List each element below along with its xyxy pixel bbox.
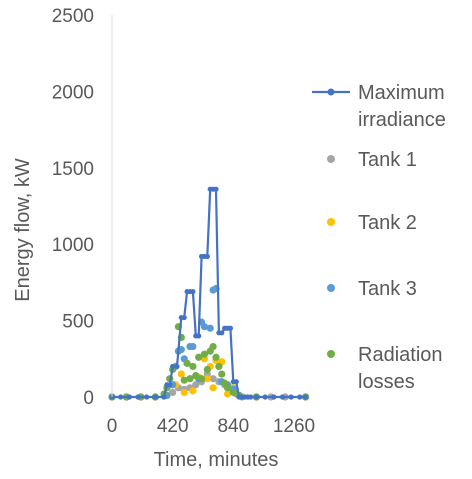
data-point [297, 394, 303, 400]
legend-marker [327, 88, 335, 96]
legend-label-line: irradiance [358, 109, 446, 131]
data-point [190, 288, 196, 295]
data-point [192, 381, 200, 389]
data-point [197, 375, 206, 383]
data-point [189, 342, 197, 351]
data-point [209, 342, 217, 351]
data-point [227, 325, 234, 331]
data-point [213, 186, 219, 192]
data-point [206, 324, 214, 332]
data-point [183, 359, 191, 367]
data-point [288, 394, 294, 400]
legend-label: Tank 1 [358, 149, 417, 171]
data-point [223, 384, 232, 392]
data-point [169, 388, 177, 397]
data-point [186, 375, 194, 383]
data-point [200, 323, 209, 331]
x-tick-label: 420 [157, 416, 189, 437]
series-maximum-irradiance [109, 186, 309, 400]
data-point [229, 388, 237, 397]
legend-label: Radiation losses [358, 344, 443, 393]
y-tick-label: 1500 [52, 159, 94, 180]
data-point [170, 363, 176, 370]
y-tick-label: 1000 [52, 235, 94, 256]
data-point [144, 394, 150, 400]
data-point [219, 330, 225, 336]
x-tick-label: 0 [107, 416, 118, 437]
legend-item: Maximum irradiance [312, 82, 446, 131]
y-tick-label: 2500 [52, 6, 94, 27]
x-axis-label: Time, minutes [154, 449, 279, 471]
data-point [196, 333, 202, 339]
y-axis-label: Energy flow, kW [12, 158, 34, 302]
legend-marker [327, 155, 335, 163]
legend-label: Tank 2 [358, 212, 417, 234]
series-tank-3 [108, 284, 310, 401]
x-tick-label: 840 [217, 416, 249, 437]
data-point [271, 394, 277, 400]
y-tick-label: 500 [62, 312, 94, 333]
data-point [204, 253, 210, 260]
plot-area [108, 186, 310, 401]
data-point [189, 362, 197, 371]
legend-label-line: Maximum [358, 82, 445, 104]
data-point [262, 394, 268, 400]
data-point [195, 353, 203, 361]
legend-item: Tank 3 [327, 278, 417, 300]
data-point [167, 382, 173, 388]
data-point [212, 353, 220, 361]
data-point [181, 314, 187, 321]
legend-marker [327, 284, 335, 292]
data-point [152, 394, 158, 400]
data-point [209, 384, 217, 392]
legend-item: Tank 2 [327, 212, 417, 234]
data-point [233, 379, 239, 385]
data-point [203, 365, 211, 374]
legend-label-line: losses [358, 371, 415, 393]
legend-item: Tank 1 [327, 149, 417, 171]
data-point [180, 388, 188, 397]
legend-marker [327, 218, 335, 226]
data-point [253, 394, 260, 400]
data-point [200, 350, 209, 358]
data-point [248, 394, 254, 400]
data-point [302, 394, 309, 400]
data-point [126, 394, 132, 400]
y-tick-label: 0 [83, 388, 94, 409]
data-point [118, 394, 124, 400]
data-point [192, 372, 200, 380]
data-point [203, 375, 211, 383]
data-point [215, 362, 223, 371]
data-point [209, 375, 217, 383]
x-axis: 0 420 840 1260 [107, 416, 315, 437]
legend-item: Radiation losses [327, 344, 443, 393]
series-radiation-losses [108, 323, 310, 401]
data-point [161, 394, 167, 400]
data-point [223, 390, 232, 398]
legend-label-line: Radiation [358, 344, 443, 366]
data-point [135, 394, 141, 400]
legend-marker [327, 350, 335, 358]
data-point [189, 387, 197, 395]
legend-label: Tank 3 [358, 278, 417, 300]
legend-label: Maximum irradiance [358, 82, 446, 131]
data-point [218, 370, 226, 378]
y-axis: 0 500 1000 1500 2000 2500 [52, 6, 113, 409]
y-tick-label: 2000 [52, 82, 94, 103]
data-point [174, 363, 180, 370]
data-point [180, 376, 188, 384]
data-point [177, 370, 185, 378]
series-tank-2 [108, 355, 310, 401]
legend: Maximum irradiance Tank 1 Tank 2 Tank 3 Radia… [312, 82, 446, 393]
data-point [279, 394, 286, 400]
x-tick-label: 1260 [273, 416, 315, 437]
